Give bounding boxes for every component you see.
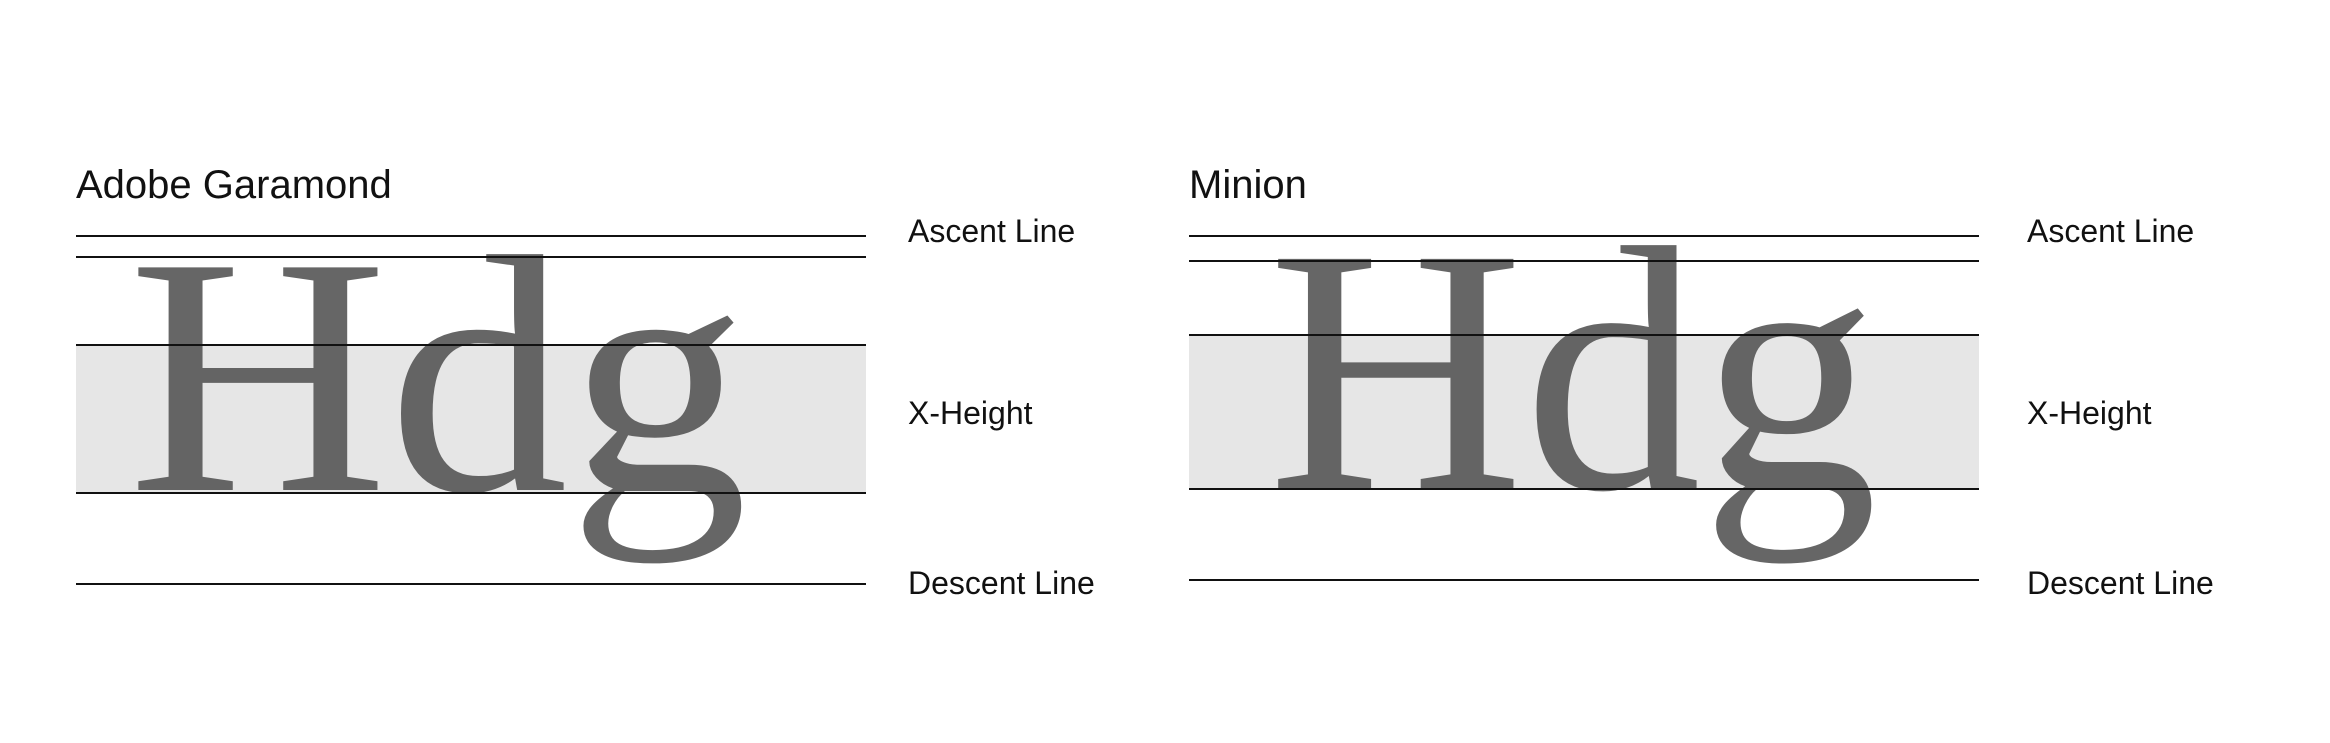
panel-adobe-garamond: Adobe Garamond Hdg Ascent Line X-Height …	[76, 163, 1095, 601]
sample-glyphs: Hdg	[1268, 176, 1878, 565]
font-name-title: Adobe Garamond	[76, 163, 392, 207]
ascent-line-label: Ascent Line	[908, 213, 1075, 249]
font-name-title: Minion	[1189, 163, 1307, 207]
x-height-band	[76, 345, 866, 493]
x-height-band	[1189, 335, 1979, 489]
ascent-line-label: Ascent Line	[2027, 213, 2194, 249]
x-height-label: X-Height	[2027, 395, 2152, 431]
x-height-label: X-Height	[908, 395, 1033, 431]
panel-minion: Minion Hdg Ascent Line X-Height Descent …	[1189, 163, 2214, 601]
descent-line-label: Descent Line	[2027, 565, 2214, 601]
sample-glyphs: Hdg	[128, 187, 748, 564]
descent-line-label: Descent Line	[908, 565, 1095, 601]
